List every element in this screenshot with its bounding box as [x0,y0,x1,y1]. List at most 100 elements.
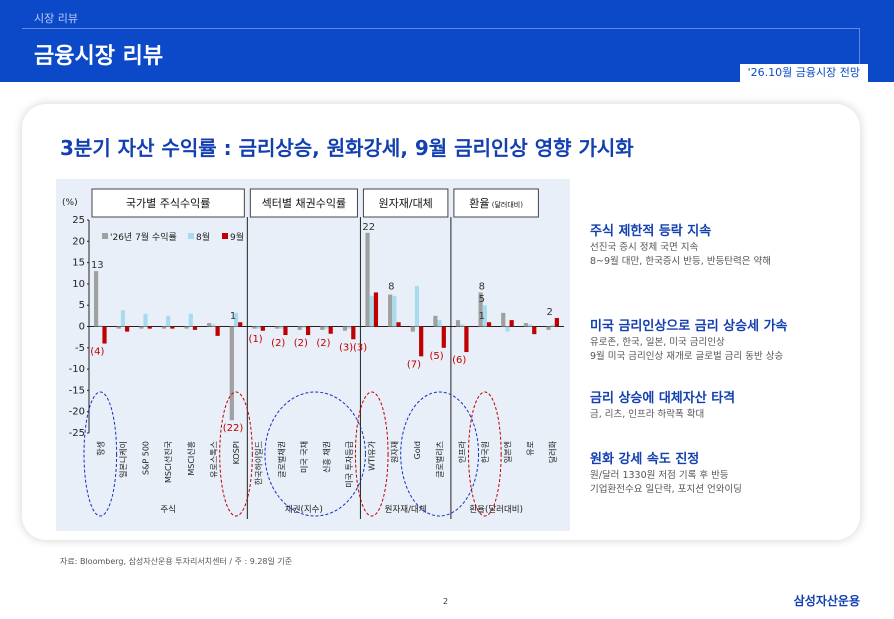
bar-aug [505,326,510,332]
bar-sep [532,326,537,335]
category-label: 한국원 [481,441,490,463]
slide-heading: 3분기 자산 수익률 : 금리상승, 원화강세, 9월 금리인상 영향 가시화 [60,136,634,160]
group-axis-label: 주식 [160,505,176,515]
header-divider-vertical [859,28,860,66]
header-divider [22,28,860,29]
category-label: S&P 500 [142,441,151,475]
data-label: 13 [91,260,104,271]
category-label: MSCI신흥 [186,441,196,476]
bar-sep [486,322,492,327]
insight-desc: 선진국 증시 정체 국면 지속 8~9월 대만, 한국증시 반등, 반등탄력은 … [590,241,850,269]
data-label: (3) [353,342,367,353]
category-label: 일본니케이 [118,441,128,478]
data-label: (22) [223,423,244,434]
category-label: KOSPI [232,441,241,464]
bar-aug [437,320,442,327]
bar-jul [546,326,551,330]
bar-aug [279,326,284,329]
page-title: 금융시장 리뷰 [34,44,164,69]
bar-sep [215,326,220,336]
bar-sep [260,326,265,331]
category-label: Gold [413,441,422,459]
data-label: (4) [90,347,104,358]
bar-jul [320,326,325,330]
highlight-ellipse [264,391,366,517]
insight-block-4: 원화 강세 속도 진정 원/달러 1330원 저점 기록 후 반등 기업환전수요… [590,448,850,497]
bar-aug [120,310,126,327]
bar-jul [116,326,121,329]
bar-jul [94,271,99,327]
group-header-label: 국가별 주식수익률 [126,197,210,210]
category-label: 미국 투자등급 [345,441,354,488]
report-tag: '26.10월 금융시장 전망 [739,64,868,82]
brand-logo: 삼성자산운용 [793,594,860,608]
data-label: 1 [230,311,236,322]
insight-title: 주식 제한적 등락 지속 [590,224,712,239]
bar-jul [207,323,212,327]
legend-label: 8월 [196,231,210,243]
bar-aug [256,326,261,329]
data-label: 1 [479,311,485,322]
header-bar: 시장 리뷰 금융시장 리뷰 '26.10월 금융시장 전망 [0,0,894,82]
y-tick-label: 10 [72,279,85,290]
bar-aug [233,312,239,327]
y-axis-unit: (%) [62,198,78,208]
bar-jul [478,292,483,327]
insight-block-1: 주식 제한적 등락 지속 선진국 증시 정체 국면 지속 8~9월 대만, 한국… [590,220,850,269]
group-axis-label: 원자재/대체 [385,504,427,515]
legend-label: '26년 7월 수익률 [110,231,177,243]
insight-line: 선진국 증시 정체 국면 지속 [590,242,699,253]
category-label: 인프라 [457,440,467,463]
bar-jul [274,326,280,329]
category-label: 원자재 [390,441,399,463]
group-axis-label: 채권(지수) [285,504,323,515]
legend-label: 9월 [230,231,244,243]
data-label: 8 [388,281,394,292]
bar-sep [554,317,559,327]
highlight-ellipse [354,391,389,517]
insight-line: 8~9월 대만, 한국증시 반등, 반등탄력은 약해 [590,255,772,267]
data-label: (2) [294,338,308,349]
bar-sep [283,326,288,336]
y-tick-label: 25 [72,215,85,226]
bar-aug [414,286,420,327]
insight-title: 원화 강세 속도 진정 [590,452,700,467]
insight-desc: 유로존, 한국, 일본, 미국 금리인상 9월 미국 금리인상 재개로 글로벌 … [590,336,850,364]
category-label: WTI유가 [368,440,377,471]
bar-jul [229,326,234,421]
bar-sep [238,322,243,327]
data-label: 22 [362,222,375,233]
group-header-label: 섹터별 채권수익률 [262,197,346,210]
y-tick-label: -15 [69,385,85,396]
insight-line: 금, 리츠, 인프라 하락폭 확대 [590,409,705,420]
y-tick-label: 0 [79,322,85,333]
data-label: 5 [479,294,485,305]
category-label: 미국 국채 [299,441,309,473]
bar-sep [509,320,514,327]
bar-sep [396,322,401,327]
insight-block-2: 미국 금리인상으로 금리 상승세 가속 유로존, 한국, 일본, 미국 금리인상… [590,315,850,364]
category-label: 신흥 채권 [322,441,332,473]
group-header-box [91,188,245,218]
bar-sep [102,326,107,344]
bar-sep [419,326,424,357]
bar-sep [305,326,311,336]
bar-jul [252,326,257,329]
source-note: 자료: Bloomberg, 삼성자산운용 투자리서치센터 / 주 : 9.28… [60,557,293,566]
insight-line: 9월 미국 금리인상 재개로 글로벌 금리 동반 상승 [590,350,784,362]
data-label: 8 [479,281,485,292]
bar-jul [501,312,506,327]
insight-desc: 금, 리츠, 인프라 하락폭 확대 [590,408,850,422]
bar-jul [433,315,438,327]
page-number: 2 [443,597,449,606]
bar-jul [523,323,528,327]
data-label: (2) [316,338,330,349]
highlight-ellipse [400,391,480,517]
category-label: 글로벌리츠 [435,441,445,478]
bar-aug [143,313,148,327]
data-label: (5) [430,351,444,362]
bar-sep [328,326,333,334]
bar-jul [139,326,144,329]
category-label: 한국하이일드 [254,441,264,485]
